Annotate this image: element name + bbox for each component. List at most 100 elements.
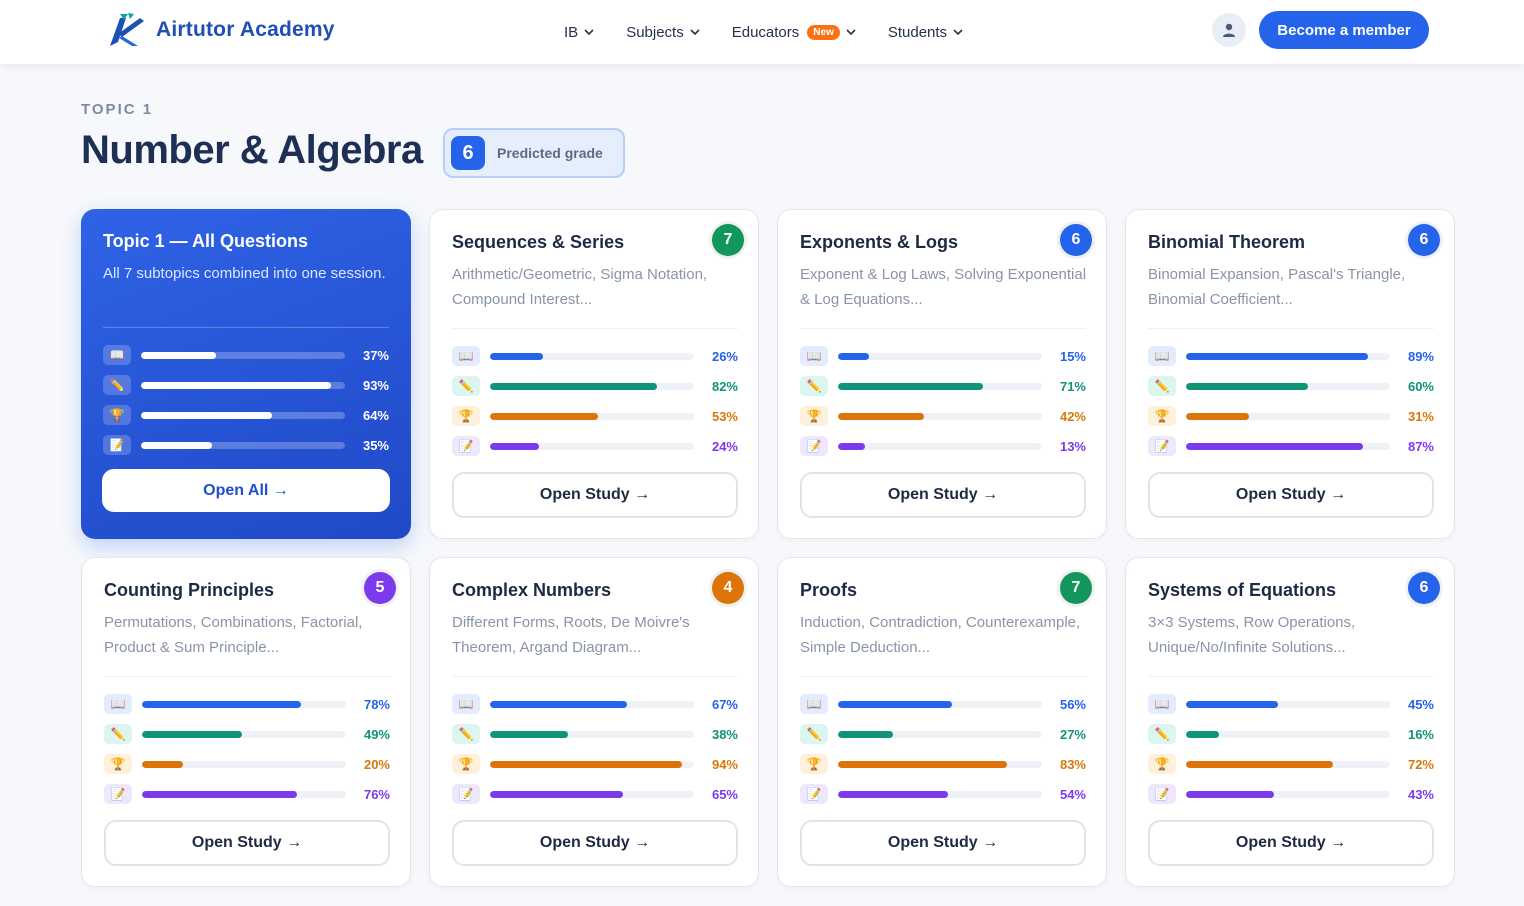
user-avatar-button[interactable] — [1212, 13, 1246, 47]
progress-track — [838, 352, 1042, 360]
predicted-grade-value: 6 — [451, 136, 485, 170]
progress-bars: 📖 45% ✏️ 16% 🏆 72% 📝 43% — [1148, 689, 1434, 809]
open-study-button[interactable]: Open Study → — [104, 820, 390, 866]
progress-fill — [1186, 442, 1364, 450]
progress-percent: 71% — [1059, 378, 1086, 394]
pencil-icon: ✏️ — [452, 376, 480, 396]
progress-bars: 📖 15% ✏️ 71% 🏆 42% 📝 13% — [800, 341, 1086, 461]
grade-badge: 6 — [1060, 224, 1092, 256]
book-icon: 📖 — [1148, 694, 1176, 714]
chevron-down-icon — [690, 29, 700, 36]
progress-fill — [490, 352, 544, 360]
open-study-button[interactable]: Open Study → — [1148, 472, 1434, 518]
progress-track — [490, 442, 694, 450]
progress-fill — [838, 730, 894, 738]
pencil-icon: ✏️ — [452, 724, 480, 744]
nav-item-educators[interactable]: Educators New — [732, 24, 856, 41]
card-divider — [104, 676, 390, 677]
progress-fill — [490, 730, 568, 738]
progress-fill — [1186, 700, 1278, 708]
brand-logo[interactable]: Airtutor Academy — [106, 12, 335, 48]
grade-badge: 5 — [364, 572, 396, 604]
progress-track — [142, 760, 346, 768]
book-icon: 📖 — [452, 694, 480, 714]
card-title: Sequences & Series — [452, 232, 625, 252]
progress-percent: 37% — [362, 347, 389, 363]
progress-track — [490, 730, 694, 738]
brand-name: Airtutor Academy — [156, 18, 335, 41]
progress-track — [141, 351, 345, 359]
book-icon: 📖 — [452, 346, 480, 366]
memo-icon: 📝 — [452, 436, 480, 456]
progress-row-practice: ✏️ 38% — [452, 719, 738, 749]
progress-bars: 📖 26% ✏️ 82% 🏆 53% 📝 24% — [452, 341, 738, 461]
progress-row-practice: ✏️ 16% — [1148, 719, 1434, 749]
progress-track — [1186, 700, 1390, 708]
open-study-button[interactable]: Open Study → — [452, 820, 738, 866]
progress-fill — [1186, 790, 1274, 798]
progress-fill — [490, 700, 627, 708]
progress-row-exam: 📝 24% — [452, 431, 738, 461]
progress-fill — [1186, 730, 1219, 738]
book-icon: 📖 — [103, 345, 131, 365]
progress-row-exam: 📝 76% — [104, 779, 390, 809]
progress-percent: 45% — [1407, 696, 1434, 712]
nav-item-label: IB — [564, 23, 579, 41]
nav-item-students[interactable]: Students — [888, 24, 963, 41]
progress-fill — [1186, 352, 1368, 360]
page-title: Number & Algebra — [81, 128, 423, 172]
progress-row-study: 📖 56% — [800, 689, 1086, 719]
progress-row-study: 📖 78% — [104, 689, 390, 719]
pencil-icon: ✏️ — [103, 375, 131, 395]
progress-track — [838, 442, 1042, 450]
progress-percent: 94% — [711, 756, 738, 772]
progress-track — [838, 412, 1042, 420]
main-nav: IB Subjects Educators New Students — [564, 0, 995, 64]
progress-row-practice: ✏️ 27% — [800, 719, 1086, 749]
progress-fill — [838, 412, 924, 420]
top-navbar: Airtutor Academy IB Subjects Educators N… — [0, 0, 1524, 64]
progress-bars: 📖 78% ✏️ 49% 🏆 20% 📝 76% — [104, 689, 390, 809]
card-description: Induction, Contradiction, Counterexample… — [800, 614, 1081, 656]
open-study-button[interactable]: Open Study → — [800, 472, 1086, 518]
nav-item-subjects[interactable]: Subjects — [626, 24, 700, 41]
nav-item-label: Students — [887, 23, 948, 41]
nav-item-ib[interactable]: IB — [564, 24, 594, 41]
open-study-button[interactable]: Open Study → — [1148, 820, 1434, 866]
memo-icon: 📝 — [1148, 436, 1176, 456]
open-study-button[interactable]: Open Study → — [452, 472, 738, 518]
progress-row-challenge: 🏆 72% — [1148, 749, 1434, 779]
open-study-button[interactable]: Open Study → — [800, 820, 1086, 866]
nav-item-label: Subjects — [626, 23, 684, 41]
progress-track — [490, 382, 694, 390]
progress-fill — [141, 411, 272, 419]
subtopic-card: Exponents & Logs 6 Exponent & Log Laws, … — [777, 209, 1107, 539]
become-member-button[interactable]: Become a member — [1259, 11, 1429, 49]
progress-row-challenge: 🏆 83% — [800, 749, 1086, 779]
progress-bars: 📖 56% ✏️ 27% 🏆 83% 📝 54% — [800, 689, 1086, 809]
trophy-icon: 🏆 — [1148, 754, 1176, 774]
memo-icon: 📝 — [800, 784, 828, 804]
card-divider — [103, 327, 389, 328]
trophy-icon: 🏆 — [452, 406, 480, 426]
subtopic-card: Counting Principles 5 Permutations, Comb… — [81, 557, 411, 887]
progress-bars: 📖 67% ✏️ 38% 🏆 94% 📝 65% — [452, 689, 738, 809]
progress-percent: 24% — [711, 438, 738, 454]
progress-track — [1186, 760, 1390, 768]
grade-badge: 6 — [1408, 572, 1440, 604]
progress-fill — [838, 442, 865, 450]
progress-percent: 15% — [1059, 348, 1086, 364]
progress-row-study: 📖 89% — [1148, 341, 1434, 371]
all-questions-card: Topic 1 — All Questions All 7 subtopics … — [81, 209, 411, 539]
progress-fill — [1186, 382, 1309, 390]
progress-fill — [1186, 760, 1333, 768]
progress-percent: 87% — [1407, 438, 1434, 454]
progress-percent: 42% — [1059, 408, 1086, 424]
card-divider — [800, 676, 1086, 677]
predicted-grade-label: Predicted grade — [497, 145, 603, 161]
progress-fill — [490, 442, 539, 450]
progress-bars: 📖 37% ✏️ 93% 🏆 64% 📝 35% — [103, 340, 389, 460]
open-all-button[interactable]: Open All → — [102, 469, 390, 512]
progress-track — [1186, 790, 1390, 798]
memo-icon: 📝 — [452, 784, 480, 804]
